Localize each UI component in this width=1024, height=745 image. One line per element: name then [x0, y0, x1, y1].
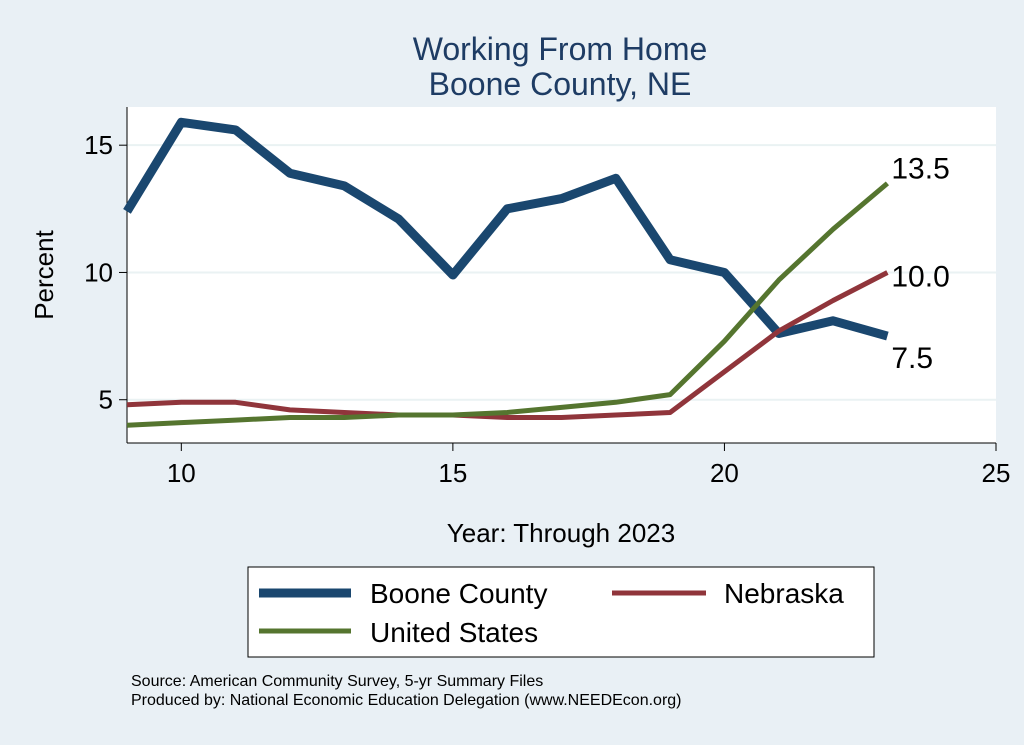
axes: 5 10 15 10 15 20 25: [84, 107, 1010, 488]
y-tick-label-5: 5: [99, 385, 113, 415]
series-layer: [123, 117, 890, 428]
legend-label-boone-county: Boone County: [370, 578, 547, 609]
produced-by-note: Produced by: National Economic Education…: [131, 692, 682, 709]
x-tick-label-10: 10: [167, 458, 196, 488]
y-axis-label: Percent: [29, 229, 59, 319]
end-label-united-states: 13.5: [891, 152, 949, 185]
y-tick-label-10: 10: [84, 257, 113, 287]
legend-box: [247, 566, 875, 658]
chart-subtitle: Boone County, NE: [429, 66, 692, 102]
end-label-boone-county: 7.5: [891, 342, 933, 375]
end-labels: 13.5 10.0 7.5: [891, 152, 949, 375]
x-tick-label-25: 25: [982, 458, 1011, 488]
chart-title: Working From Home: [413, 31, 708, 67]
chart-footer: Source: American Community Survey, 5-yr …: [131, 672, 682, 710]
plot-area: [127, 107, 996, 443]
end-label-nebraska: 10.0: [891, 260, 949, 293]
legend: Boone County Nebraska United States: [247, 566, 875, 658]
x-tick-label-20: 20: [710, 458, 739, 488]
series-line-nebraska: [126, 270, 889, 420]
series-line-boone-county: [123, 117, 889, 341]
legend-label-united-states: United States: [370, 617, 538, 648]
legend-label-nebraska: Nebraska: [724, 578, 844, 609]
grid-lines: [127, 144, 996, 401]
x-axis-label: Year: Through 2023: [447, 518, 675, 548]
y-tick-label-15: 15: [84, 130, 113, 160]
source-note: Source: American Community Survey, 5-yr …: [131, 673, 544, 690]
x-tick-label-15: 15: [438, 458, 467, 488]
series-line-united-states: [126, 181, 890, 428]
